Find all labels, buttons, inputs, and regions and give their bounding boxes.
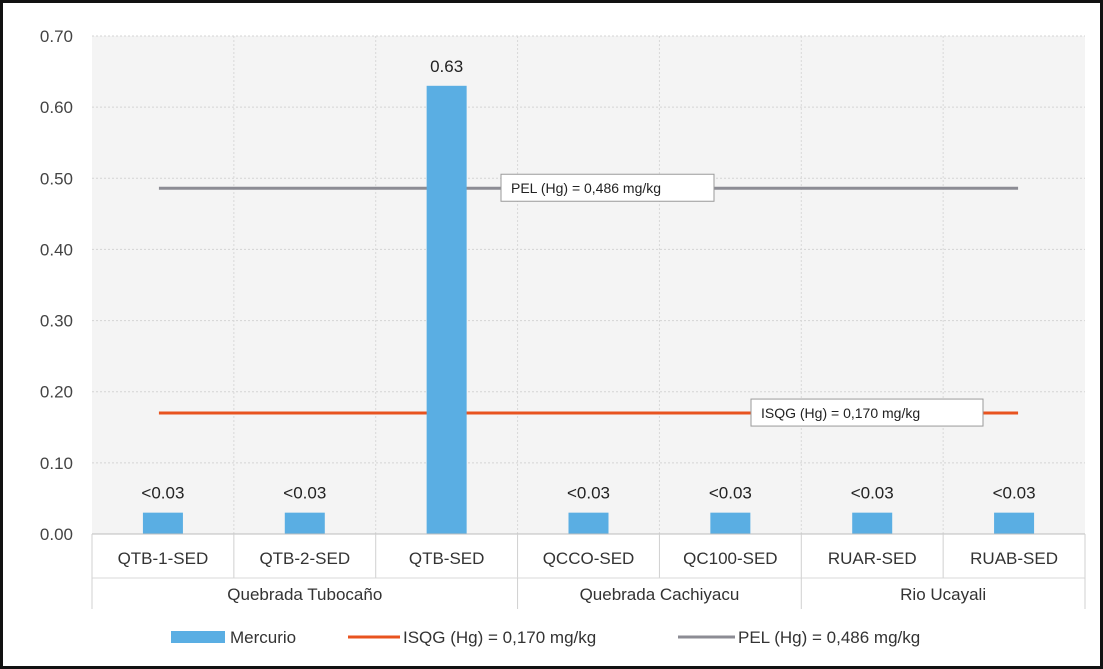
x-category-label: QTB-1-SED [118, 549, 209, 568]
annotations: PEL (Hg) = 0,486 mg/kg ISQG (Hg) = 0,170 … [500, 173, 984, 427]
x-group-label: Quebrada Cachiyacu [580, 585, 740, 604]
bar-mercurio [142, 512, 183, 534]
bar-data-label: <0.03 [283, 484, 326, 503]
x-category-label: QCCO-SED [543, 549, 635, 568]
plot-area [92, 36, 1085, 534]
legend-swatch-mercurio [171, 631, 225, 643]
y-tick-label: 0.70 [40, 27, 73, 46]
y-tick-label: 0.40 [40, 240, 73, 259]
x-category-label: QC100-SED [683, 549, 777, 568]
legend-label-pel: PEL (Hg) = 0,486 mg/kg [738, 628, 920, 647]
bar-data-label: <0.03 [709, 484, 752, 503]
y-tick-label: 0.10 [40, 454, 73, 473]
y-tick-label: 0.20 [40, 383, 73, 402]
bar-mercurio [852, 512, 893, 534]
annotation-box [750, 398, 984, 427]
legend-label-mercurio: Mercurio [230, 628, 296, 647]
bar-chart: 0.000.100.200.300.400.500.600.70 <0.03 <0… [40, 27, 1086, 647]
x-group-label: Rio Ucayali [900, 585, 986, 604]
bars [142, 85, 1035, 535]
legend: Mercurio ISQG (Hg) = 0,170 mg/kg PEL (Hg) … [171, 628, 920, 647]
bar-data-label: <0.03 [141, 484, 184, 503]
x-axis: QTB-1-SED QTB-2-SED QTB-SED QCCO-SED QC100-S… [91, 533, 1086, 609]
x-category-label: QTB-2-SED [259, 549, 350, 568]
bar-mercurio [568, 512, 609, 534]
data-labels: <0.03 <0.03 0.63 <0.03 <0.03 <0.03 <0.03 [141, 57, 1035, 503]
bar-data-label: <0.03 [993, 484, 1036, 503]
bar-mercurio [994, 512, 1035, 534]
bar-data-label: 0.63 [430, 57, 463, 76]
x-category-label: RUAB-SED [970, 549, 1058, 568]
y-tick-label: 0.30 [40, 312, 73, 331]
annotation-box [500, 173, 715, 202]
legend-label-isqg: ISQG (Hg) = 0,170 mg/kg [403, 628, 596, 647]
y-axis-ticks: 0.00 0.10 0.20 0.30 0.40 0.50 0.60 0.70 [40, 27, 73, 544]
bar-mercurio [710, 512, 751, 534]
bar-data-label: <0.03 [851, 484, 894, 503]
y-tick-label: 0.00 [40, 525, 73, 544]
annotation-label: PEL (Hg) = 0,486 mg/kg [511, 180, 661, 196]
x-category-label: RUAR-SED [828, 549, 917, 568]
y-tick-label: 0.50 [40, 169, 73, 188]
x-category-label: QTB-SED [409, 549, 485, 568]
bar-data-label: <0.03 [567, 484, 610, 503]
y-tick-label: 0.60 [40, 98, 73, 117]
bar-mercurio [284, 512, 325, 534]
x-group-label: Quebrada Tubocaño [227, 585, 382, 604]
annotation-label: ISQG (Hg) = 0,170 mg/kg [761, 405, 920, 421]
bar-mercurio [426, 85, 467, 535]
